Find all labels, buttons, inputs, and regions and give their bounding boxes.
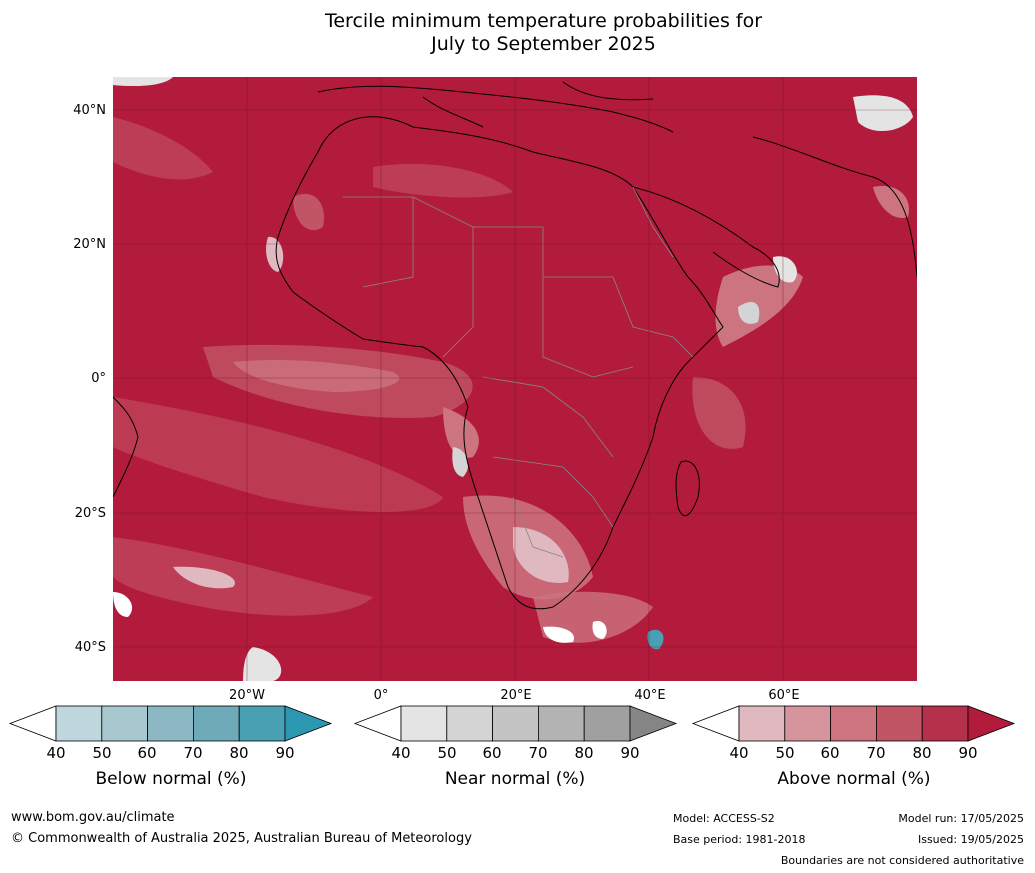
colorbar-segment (238, 705, 286, 742)
lat-label-40n: 40°N (73, 103, 106, 118)
map-title: Tercile minimum temperature probabilitie… (0, 10, 1035, 56)
colorbar-below-normal (8, 705, 333, 742)
lat-label-20n: 20°N (73, 237, 106, 252)
tick-label: 90 (958, 744, 978, 762)
colorbar-above-normal-svg (691, 705, 1016, 742)
tick-label: 90 (620, 744, 640, 762)
colorbar-extend-low (353, 705, 402, 742)
disclaimer-text: Boundaries are not considered authoritat… (780, 854, 1024, 867)
colorbar-segment (446, 705, 494, 742)
colorbar-extend-high (629, 705, 678, 742)
model-text: Model: ACCESS-S2 (673, 812, 775, 825)
colorbar-above-normal (691, 705, 1016, 742)
lon-label-0: 0° (373, 688, 389, 703)
colorbar-above-normal-label: Above normal (%) (777, 769, 931, 789)
lat-label-40s: 40°S (74, 640, 106, 655)
colorbar-segment (875, 705, 923, 742)
tick-label: 60 (137, 744, 157, 762)
tick-label: 80 (229, 744, 249, 762)
tick-label: 90 (275, 744, 295, 762)
colorbar-segment (492, 705, 539, 742)
colorbar-segment (147, 705, 194, 742)
colorbar-segment (738, 705, 786, 742)
lat-label-0: 0° (91, 371, 106, 386)
tick-label: 50 (775, 744, 795, 762)
graticule (113, 77, 917, 681)
lon-label-20w: 20°W (229, 688, 265, 703)
title-line-1: Tercile minimum temperature probabilitie… (324, 10, 763, 32)
colorbar-extend-high (284, 705, 333, 742)
probability-contours (113, 77, 913, 681)
colorbar-extend-high (967, 705, 1016, 742)
colorbar-segment (55, 705, 103, 742)
colorbar-near-normal (353, 705, 678, 742)
model-run-text: Model run: 17/05/2025 (898, 812, 1024, 825)
coastlines (113, 81, 917, 610)
lon-label-40e: 40°E (634, 688, 666, 703)
tick-label: 40 (391, 744, 411, 762)
title-line-2: July to September 2025 (431, 33, 656, 55)
map-canvas (113, 77, 917, 681)
colorbar-segment (537, 705, 585, 742)
colorbar-extend-low (691, 705, 740, 742)
tick-label: 50 (437, 744, 457, 762)
tick-label: 70 (866, 744, 886, 762)
colorbar-segment (784, 705, 832, 742)
tick-label: 40 (729, 744, 749, 762)
lat-label-20s: 20°S (74, 506, 106, 521)
tick-label: 50 (92, 744, 112, 762)
tick-label: 70 (183, 744, 203, 762)
tick-label: 60 (820, 744, 840, 762)
colorbar-below-normal-label: Below normal (%) (95, 769, 247, 789)
colorbar-extend-low (8, 705, 57, 742)
colorbar-segment (400, 705, 448, 742)
tick-label: 60 (482, 744, 502, 762)
colorbar-below-normal-svg (8, 705, 333, 742)
base-period-text: Base period: 1981-2018 (673, 833, 806, 846)
lon-label-20e: 20°E (500, 688, 532, 703)
colorbar-segment (192, 705, 240, 742)
copyright-text: © Commonwealth of Australia 2025, Austra… (11, 831, 472, 846)
colorbar-segment (583, 705, 631, 742)
lon-label-60e: 60°E (768, 688, 800, 703)
issued-text: Issued: 19/05/2025 (917, 833, 1024, 846)
colorbar-near-normal-label: Near normal (%) (444, 769, 586, 789)
tick-label: 80 (574, 744, 594, 762)
colorbar-segment (830, 705, 877, 742)
colorbar-segment (921, 705, 969, 742)
tick-label: 80 (912, 744, 932, 762)
website-link[interactable]: www.bom.gov.au/climate (11, 810, 175, 825)
colorbar-segment (101, 705, 149, 742)
tick-label: 70 (528, 744, 548, 762)
probability-map (113, 77, 917, 681)
country-borders (343, 186, 694, 558)
colorbar-near-normal-svg (353, 705, 678, 742)
tick-label: 40 (46, 744, 66, 762)
